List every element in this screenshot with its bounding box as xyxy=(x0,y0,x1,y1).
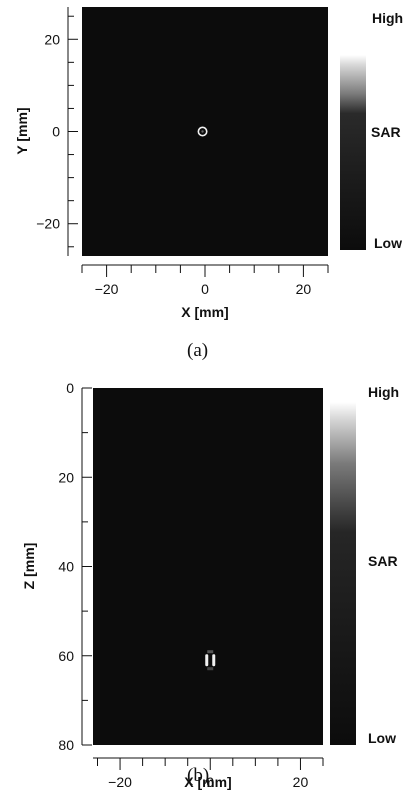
colorbar-gradient xyxy=(340,55,366,250)
colorbar-title: SAR xyxy=(371,124,401,140)
y-axis-label: Y [mm] xyxy=(14,107,30,154)
colorbar-high-label: High xyxy=(372,10,403,26)
y-tick-label: 20 xyxy=(58,469,74,485)
colorbar-high-label: High xyxy=(368,384,399,400)
colorbar-title: SAR xyxy=(368,553,398,569)
colorbar-low-label: Low xyxy=(368,730,396,746)
x-tick-label: 0 xyxy=(201,281,209,297)
colorbar: High SAR Low xyxy=(340,10,403,251)
y-tick-label: 20 xyxy=(44,31,60,47)
x-axis-label: X [mm] xyxy=(184,774,231,790)
y-tick-label: 0 xyxy=(66,380,74,396)
caption-a: (a) xyxy=(187,340,209,361)
hotspot-halo-bottom xyxy=(207,667,214,671)
x-tick-label: 20 xyxy=(296,281,312,297)
heatmap-field xyxy=(93,388,323,745)
sar-hotspot xyxy=(205,650,216,671)
sar-hotspot-core xyxy=(201,130,204,133)
panel-b: 0 20 40 60 80 Z [mm] −20 0 20 X [mm] High SAR Low xyxy=(21,380,399,790)
sar-hotspot xyxy=(197,126,208,137)
caption-b: (b) xyxy=(187,765,210,786)
x-tick-label: −20 xyxy=(108,774,132,790)
x-axis: −20 0 20 X [mm] xyxy=(93,757,324,790)
y-axis-label: Z [mm] xyxy=(21,543,37,590)
x-tick-label: −20 xyxy=(95,281,119,297)
y-tick-label: 40 xyxy=(58,559,74,575)
y-tick-label: 0 xyxy=(52,124,60,140)
y-tick-label: 80 xyxy=(58,737,74,753)
colorbar: High SAR Low xyxy=(330,384,399,746)
x-tick-label: 0 xyxy=(206,774,214,790)
y-axis: 20 0 −20 Y [mm] xyxy=(14,7,78,256)
y-axis: 0 20 40 60 80 Z [mm] xyxy=(21,380,92,753)
heatmap-field xyxy=(82,7,328,256)
colorbar-low-label: Low xyxy=(374,235,402,251)
y-tick-label: −20 xyxy=(36,216,60,232)
x-axis-label: X [mm] xyxy=(181,304,228,320)
x-axis: −20 0 20 X [mm] xyxy=(81,264,329,320)
panel-a: 20 0 −20 Y [mm] −20 0 20 X [mm] High SAR Low xyxy=(14,7,403,320)
y-tick-label: 60 xyxy=(58,648,74,664)
hotspot-halo-top xyxy=(207,650,214,654)
hotspot-lobe-right xyxy=(212,654,216,667)
colorbar-gradient xyxy=(330,402,356,745)
x-tick-label: 20 xyxy=(293,774,309,790)
hotspot-lobe-left xyxy=(205,654,209,667)
